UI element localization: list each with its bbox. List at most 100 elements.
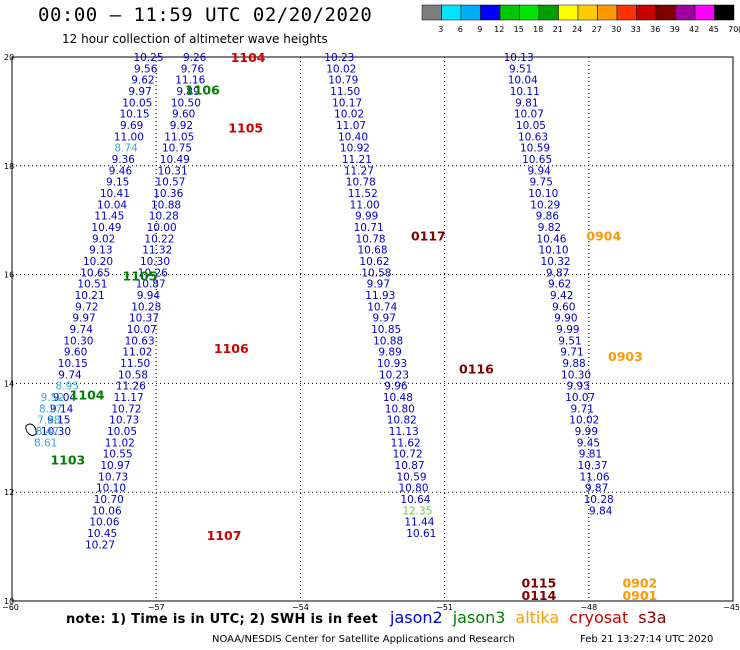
wave-height-value: 11.05: [164, 131, 194, 143]
colorbar-label: 70: [728, 25, 738, 34]
wave-height-value: 9.02: [92, 233, 115, 245]
wave-height-value: 11.06: [580, 471, 610, 483]
pass-time-label: 0904: [586, 228, 621, 243]
colorbar-swatch: [694, 4, 715, 21]
wave-height-value: 10.63: [125, 335, 155, 347]
pass-time-label: 1106: [185, 83, 220, 98]
wave-height-value: 8.27: [39, 403, 62, 415]
wave-height-value: 10.57: [155, 177, 185, 189]
colorbar-label: 45: [709, 25, 719, 34]
wave-height-value: 10.48: [383, 392, 413, 404]
wave-height-value: 11.02: [105, 437, 135, 449]
colorbar-unit: (ft): [738, 25, 740, 34]
wave-height-value: 10.07: [565, 392, 595, 404]
legend-jason2: jason2: [390, 608, 443, 627]
wave-height-value: 9.82: [538, 222, 561, 234]
pass-time-label: 0901: [622, 588, 657, 603]
wave-height-value: 10.30: [63, 335, 93, 347]
wave-height-value: 10.07: [514, 109, 544, 121]
wave-height-value: 10.72: [393, 449, 423, 461]
lat-tick-label: 20: [4, 53, 14, 62]
wave-height-value: 9.71: [560, 347, 583, 359]
wave-height-value: 10.49: [160, 154, 190, 166]
wave-height-value: 11.32: [142, 245, 172, 257]
wave-height-value: 10.07: [127, 324, 157, 336]
pass-time-label: 0902: [622, 576, 657, 591]
lat-tick-label: 16: [4, 271, 14, 280]
wave-height-value: 9.74: [70, 324, 94, 336]
wave-height-value: 10.78: [346, 177, 376, 189]
wave-height-value: 9.42: [550, 290, 573, 302]
wave-height-value: 8.61: [34, 437, 57, 449]
lat-tick-label: 18: [4, 162, 14, 171]
wave-height-value: 10.55: [103, 449, 133, 461]
wave-height-value: 9.71: [571, 403, 594, 415]
wave-height-value: 9.99: [575, 426, 598, 438]
wave-height-value: 9.97: [72, 313, 95, 325]
wave-height-value: 11.16: [175, 75, 205, 87]
wave-height-value: 10.37: [577, 460, 607, 472]
wave-height-value: 10.06: [92, 505, 122, 517]
wave-height-value: 11.00: [114, 131, 144, 143]
wave-height-value: 10.41: [100, 188, 130, 200]
wave-height-value: 9.46: [109, 165, 133, 177]
wave-height-value: 11.50: [120, 358, 150, 370]
wave-height-value: 10.50: [171, 97, 201, 109]
lat-tick-label: 12: [4, 488, 14, 497]
wave-height-value: 10.30: [41, 426, 71, 438]
colorbar-swatch: [577, 4, 598, 21]
colorbar-label: 42: [689, 25, 699, 34]
wave-height-value: 9.13: [89, 245, 112, 257]
colorbar-swatch: [616, 4, 637, 21]
wave-height-value: 10.59: [520, 143, 550, 155]
map-title: 00:00 — 11:59 UTC 02/20/2020: [38, 4, 373, 26]
pass-time-label: 1104: [70, 387, 105, 402]
lat-tick-label: 14: [4, 379, 14, 388]
colorbar-swatch: [480, 4, 501, 21]
colorbar-label: 39: [670, 25, 680, 34]
wave-height-value: 10.22: [144, 233, 174, 245]
colorbar-swatch: [714, 4, 735, 21]
satellite-legend: jason2 jason3 altika cryosat s3a: [390, 608, 667, 627]
timestamp-text: Feb 21 13:27:14 UTC 2020: [580, 634, 714, 645]
wave-height-value: 10.80: [398, 483, 428, 495]
wave-height-value: 9.97: [367, 279, 390, 291]
colorbar-swatch: [558, 4, 579, 21]
pass-time-label: 0903: [608, 349, 643, 364]
wave-height-value: 9.62: [548, 279, 571, 291]
wave-height-value: 10.28: [131, 301, 161, 313]
colorbar-label: 6: [458, 25, 463, 34]
wave-height-value: 9.81: [515, 97, 538, 109]
colorbar-swatch: [421, 4, 442, 21]
wave-height-value: 11.17: [114, 392, 144, 404]
wave-height-value: 10.36: [153, 188, 183, 200]
wave-height-value: 10.27: [85, 539, 115, 551]
pass-time-label: 0117: [411, 228, 446, 243]
lon-tick-label: −60: [2, 603, 19, 612]
pass-time-label: 1106: [214, 341, 249, 356]
footer-note: note: 1) Time is in UTC; 2) SWH is in fe…: [66, 612, 378, 627]
colorbar-label: 9: [477, 25, 482, 34]
colorbar-label: 27: [592, 25, 602, 34]
credit-text: NOAA/NESDIS Center for Satellite Applica…: [212, 634, 515, 645]
wave-height-value: 9.52: [41, 392, 64, 404]
wave-height-value: 7.88: [37, 415, 60, 427]
colorbar-swatch: [460, 4, 481, 21]
colorbar-swatch: [675, 4, 696, 21]
wave-height-value: 10.15: [119, 109, 149, 121]
wave-height-value: 10.59: [397, 471, 427, 483]
wave-height-value: 10.73: [98, 471, 128, 483]
wave-height-value: 9.72: [75, 301, 98, 313]
wave-height-value: 9.60: [552, 301, 575, 313]
wave-height-value: 10.21: [75, 290, 105, 302]
wave-height-value: 8.95: [56, 381, 79, 393]
wave-height-value: 9.99: [355, 211, 378, 223]
wave-height-value: 9.60: [172, 109, 195, 121]
wave-height-value: 9.84: [589, 505, 613, 517]
wave-height-value: 9.15: [47, 415, 70, 427]
wave-height-value: 10.74: [367, 301, 397, 313]
pass-time-label: 0116: [459, 362, 494, 377]
colorbar-swatch: [655, 4, 676, 21]
colorbar-swatch: [597, 4, 618, 21]
